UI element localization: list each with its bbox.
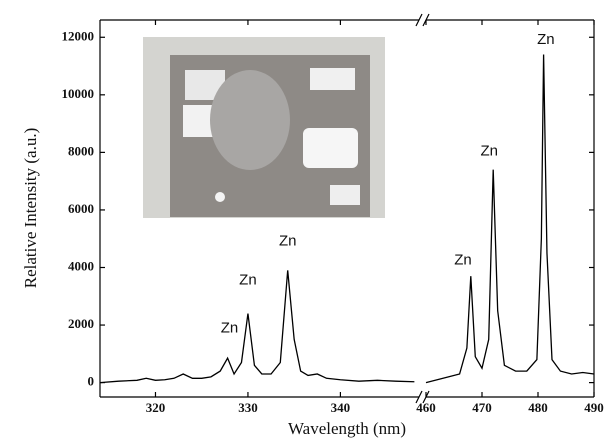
y-tick-label: 12000 [62,28,95,43]
x-tick-label: 480 [528,400,548,415]
annotation: Zn [221,319,239,336]
annotation: Zn [481,142,499,159]
x-tick-label: 460 [416,400,436,415]
y-tick-label: 10000 [62,86,95,101]
x-tick-label: 470 [472,400,492,415]
spectrum-line [99,54,595,384]
inset-photo [143,37,385,218]
annotation: Zn [279,233,297,250]
y-tick-label: 0 [88,374,95,389]
x-tick-label: 490 [584,400,604,415]
y-tick-label: 4000 [68,258,94,273]
y-tick-label: 8000 [68,143,94,158]
x-tick-label: 330 [238,400,258,415]
annotation: Zn [454,252,472,269]
x-tick-label: 320 [146,400,166,415]
y-tick-label: 2000 [68,316,94,331]
y-tick-label: 6000 [68,201,94,216]
annotation: Zn [537,31,555,48]
y-axis-label: Relative Intensity (a.u.) [21,128,40,289]
x-axis-label: Wavelength (nm) [288,419,406,438]
annotation: Zn [239,271,257,288]
x-tick-label: 340 [331,400,351,415]
axis-break [415,390,423,404]
axis-break [415,13,423,27]
